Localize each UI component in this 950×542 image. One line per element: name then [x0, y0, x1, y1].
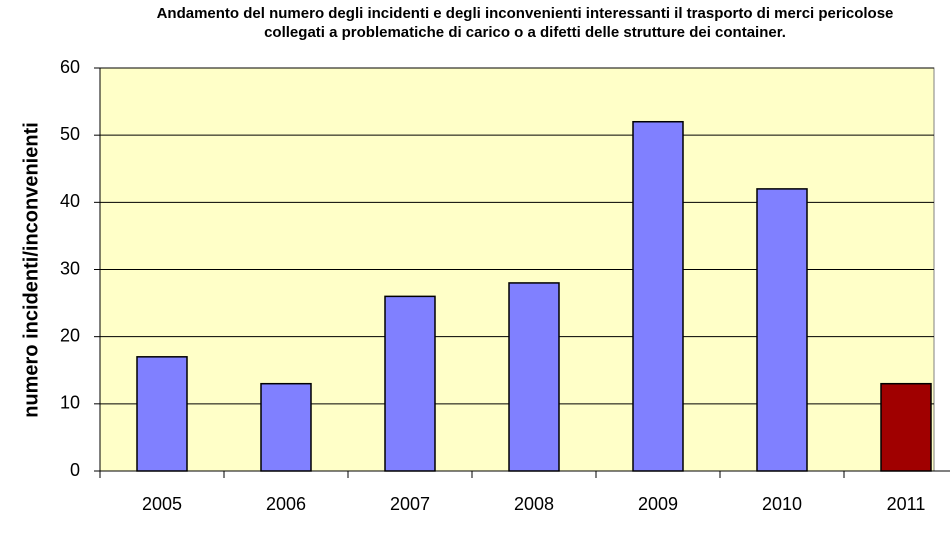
x-tick-label: 2007 [390, 494, 430, 514]
y-tick-label: 60 [60, 57, 80, 77]
x-tick-label: 2009 [638, 494, 678, 514]
x-tick-label: 2005 [142, 494, 182, 514]
x-tick-label: 2010 [762, 494, 802, 514]
y-tick-label: 50 [60, 124, 80, 144]
bar [756, 188, 808, 472]
bar [384, 295, 436, 472]
bar [260, 382, 312, 472]
y-tick-label: 40 [60, 191, 80, 211]
y-axis-label: numero incidenti/inconvenienti [20, 122, 42, 418]
y-tick-label: 20 [60, 325, 80, 345]
bar [632, 120, 684, 472]
x-tick-label: 2008 [514, 494, 554, 514]
chart-title: Andamento del numero degli incidenti e d… [156, 5, 894, 41]
bar [508, 282, 560, 472]
y-tick-label: 10 [60, 393, 80, 413]
y-tick-label: 0 [70, 460, 80, 480]
x-tick-label: 2011 [887, 494, 926, 514]
x-tick-label: 2006 [266, 494, 306, 514]
bar [880, 382, 932, 472]
bar [136, 356, 188, 472]
y-tick-label: 30 [60, 258, 80, 278]
